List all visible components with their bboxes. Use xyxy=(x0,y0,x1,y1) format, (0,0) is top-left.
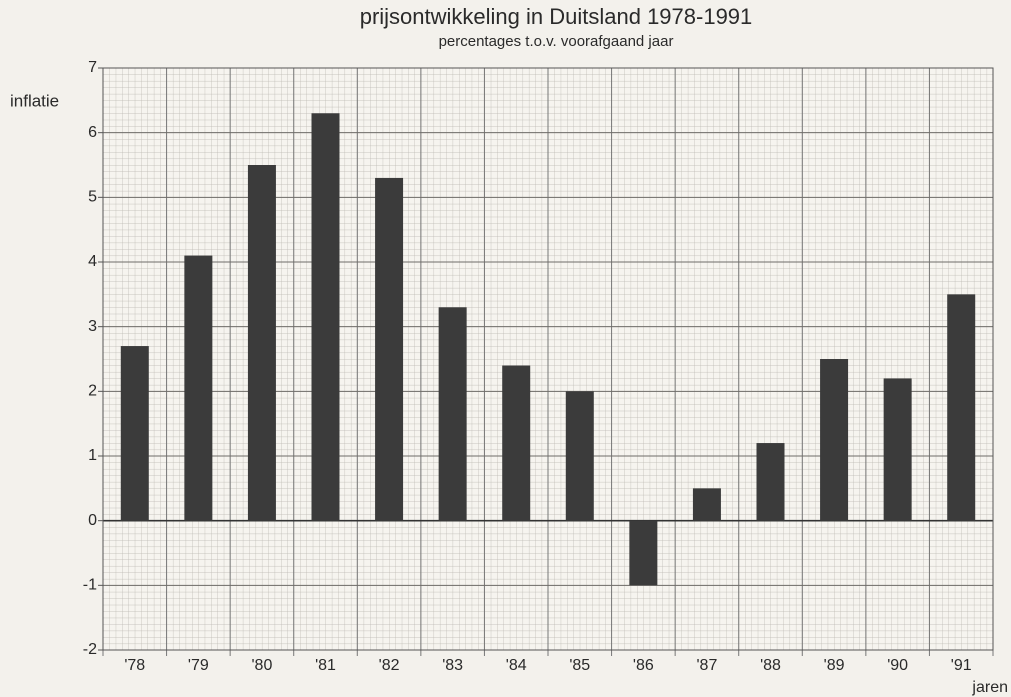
bar xyxy=(438,307,467,521)
bar xyxy=(692,488,721,521)
y-tick-label: 6 xyxy=(88,124,97,141)
y-tick-label: 2 xyxy=(88,383,97,400)
x-tick-label: '82 xyxy=(379,657,400,674)
bar xyxy=(502,365,531,521)
bar xyxy=(883,378,912,521)
chart-title: prijsontwikkeling in Duitsland 1978-1991 xyxy=(360,4,753,29)
x-tick-label: '90 xyxy=(887,657,908,674)
x-tick-label: '86 xyxy=(633,657,654,674)
bar xyxy=(820,359,849,521)
bar xyxy=(947,294,976,521)
y-tick-label: 4 xyxy=(88,253,97,270)
y-tick-label: 1 xyxy=(88,447,97,464)
y-tick-label: 5 xyxy=(88,189,97,206)
bar xyxy=(756,443,785,521)
x-tick-label: '80 xyxy=(251,657,272,674)
y-tick-label: -2 xyxy=(83,641,97,658)
bar xyxy=(565,391,594,521)
y-tick-label: 0 xyxy=(88,512,97,529)
x-tick-label: '83 xyxy=(442,657,463,674)
chart-subtitle: percentages t.o.v. voorafgaand jaar xyxy=(439,33,674,50)
x-tick-label: '79 xyxy=(188,657,209,674)
y-tick-label: -1 xyxy=(83,577,97,594)
x-tick-label: '81 xyxy=(315,657,336,674)
bar xyxy=(375,177,404,521)
x-tick-label: '88 xyxy=(760,657,781,674)
x-axis-label: jaren xyxy=(971,679,1008,696)
bar xyxy=(184,255,213,521)
bar xyxy=(247,165,276,521)
y-tick-label: 3 xyxy=(88,318,97,335)
y-tick-label: 7 xyxy=(88,59,97,76)
x-tick-label: '87 xyxy=(696,657,717,674)
x-tick-label: '91 xyxy=(951,657,972,674)
x-tick-label: '84 xyxy=(506,657,527,674)
bar xyxy=(311,113,340,521)
x-tick-label: '85 xyxy=(569,657,590,674)
x-tick-label: '78 xyxy=(124,657,145,674)
x-tick-label: '89 xyxy=(824,657,845,674)
y-axis-label: inflatie xyxy=(10,91,59,110)
plot-frame xyxy=(102,67,994,651)
bar xyxy=(629,520,658,586)
bar xyxy=(120,346,149,521)
